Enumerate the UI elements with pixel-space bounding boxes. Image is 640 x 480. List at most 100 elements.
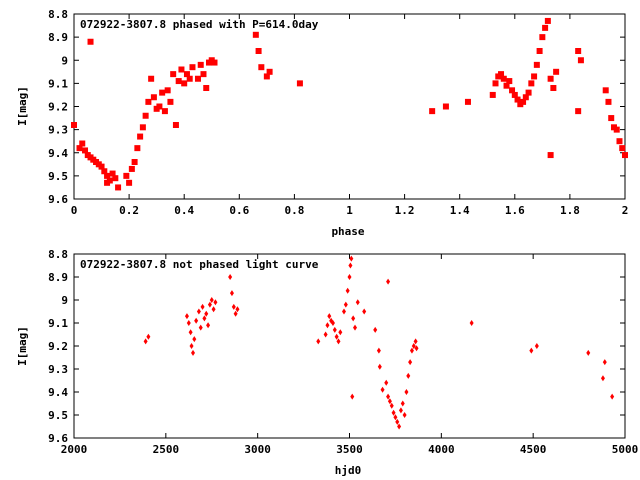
data-point xyxy=(349,255,354,262)
y-tick-label: 9.3 xyxy=(48,124,68,137)
data-point xyxy=(327,313,332,320)
x-tick-label: 2 xyxy=(622,204,629,217)
data-point xyxy=(202,315,207,322)
data-point xyxy=(489,91,496,98)
data-point xyxy=(406,372,411,379)
data-point xyxy=(442,103,449,110)
plot-frame xyxy=(73,253,626,439)
data-point xyxy=(514,96,521,103)
data-point xyxy=(198,324,203,331)
y-tick-label: 9.2 xyxy=(48,340,68,353)
x-tick-label: 0.2 xyxy=(119,204,139,217)
data-point xyxy=(553,68,560,75)
data-point xyxy=(355,299,360,306)
y-tick-label: 9.1 xyxy=(48,77,68,90)
data-point xyxy=(112,175,119,182)
unphased-chart-title: 072922-3807.8 not phased light curve xyxy=(80,258,319,271)
x-tick-label: 5000 xyxy=(612,443,639,456)
data-point xyxy=(137,133,144,140)
data-point xyxy=(332,326,337,333)
data-point xyxy=(316,338,321,345)
x-tick-label: 0.8 xyxy=(284,204,304,217)
data-point xyxy=(323,331,328,338)
data-point xyxy=(529,347,534,354)
data-point xyxy=(605,98,612,105)
data-point xyxy=(197,61,204,68)
y-tick-label: 9 xyxy=(61,54,68,67)
data-point xyxy=(206,322,211,329)
data-point xyxy=(266,68,273,75)
x-tick-label: 2500 xyxy=(153,443,180,456)
data-point xyxy=(575,108,582,115)
data-point xyxy=(536,48,543,54)
x-tick-label: 3000 xyxy=(244,443,271,456)
data-point xyxy=(203,85,210,91)
data-point xyxy=(231,303,236,310)
data-point xyxy=(161,108,168,115)
x-tick-label: 0 xyxy=(71,204,78,217)
data-point xyxy=(386,278,391,285)
data-point xyxy=(211,59,218,66)
data-point xyxy=(341,308,346,315)
data-point xyxy=(233,310,238,317)
data-point xyxy=(528,80,535,87)
y-tick-label: 8.9 xyxy=(48,271,68,284)
data-point xyxy=(520,98,527,105)
x-tick-label: 4500 xyxy=(520,443,547,456)
data-point xyxy=(194,317,199,324)
data-point xyxy=(539,34,546,41)
data-point xyxy=(616,138,623,145)
data-point xyxy=(145,98,152,105)
data-point xyxy=(542,24,549,31)
data-point xyxy=(391,409,396,416)
x-tick-label: 1.6 xyxy=(505,204,525,217)
y-tick-label: 8.8 xyxy=(48,8,68,21)
x-tick-label: 2000 xyxy=(61,443,88,456)
data-point xyxy=(207,301,212,308)
data-point xyxy=(235,306,240,313)
data-point xyxy=(115,184,122,191)
x-tick-label: 0.4 xyxy=(174,204,194,217)
data-point xyxy=(602,87,609,94)
data-point xyxy=(106,177,113,184)
y-tick-label: 9.1 xyxy=(48,317,68,330)
data-point xyxy=(82,147,89,154)
data-point xyxy=(104,172,111,179)
y-tick-label: 9.2 xyxy=(48,101,68,114)
x-tick-label: 3500 xyxy=(336,443,363,456)
y-tick-label: 9.6 xyxy=(48,193,68,206)
y-tick-label: 9.4 xyxy=(48,386,68,399)
data-point xyxy=(142,112,149,119)
data-point xyxy=(192,336,197,343)
data-point xyxy=(404,389,409,395)
y-tick-label: 9.6 xyxy=(48,432,68,445)
data-point xyxy=(134,145,141,152)
data-point xyxy=(181,80,188,87)
data-point xyxy=(191,349,196,356)
unphased-y-axis-label: I[mag] xyxy=(16,326,29,366)
y-tick-label: 8.8 xyxy=(48,248,68,261)
data-point xyxy=(164,87,171,94)
data-point xyxy=(525,89,532,96)
data-point xyxy=(347,274,352,280)
data-point xyxy=(350,393,355,400)
data-point xyxy=(334,333,339,340)
data-point xyxy=(550,85,557,91)
y-tick-label: 9.5 xyxy=(48,170,68,183)
data-point xyxy=(170,71,177,78)
data-point xyxy=(178,66,185,73)
data-point xyxy=(211,306,216,313)
data-point xyxy=(146,333,151,340)
data-point xyxy=(109,170,116,177)
data-point xyxy=(325,322,330,329)
data-point xyxy=(408,359,413,366)
data-point xyxy=(336,338,341,345)
data-point xyxy=(533,61,540,68)
data-point xyxy=(196,308,201,315)
data-point xyxy=(348,262,353,269)
data-point xyxy=(186,320,191,326)
data-point xyxy=(398,407,403,414)
data-point xyxy=(338,329,343,336)
data-point xyxy=(213,299,218,306)
data-point xyxy=(506,78,513,85)
